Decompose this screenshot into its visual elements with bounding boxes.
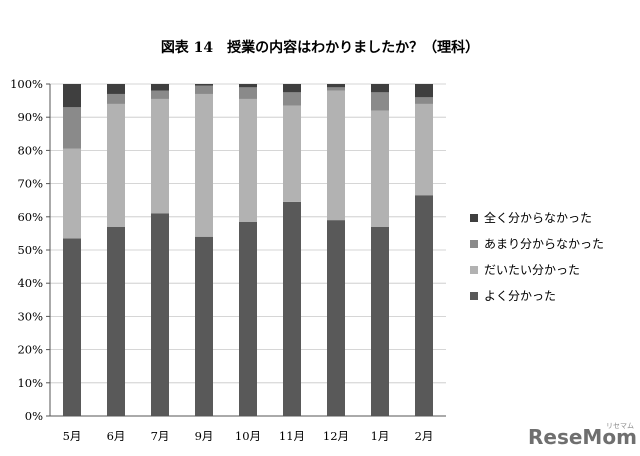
- y-tick-label: 80%: [17, 143, 43, 157]
- y-tick-label: 10%: [17, 376, 43, 390]
- x-tick-label: 5月: [63, 429, 82, 443]
- bar-segment: [63, 107, 81, 149]
- x-tick-label: 2月: [415, 429, 434, 443]
- bar-segment: [107, 103, 125, 227]
- bar-segment: [63, 238, 81, 416]
- y-tick-label: 50%: [17, 243, 43, 257]
- legend-label: だいたい分かった: [484, 263, 580, 277]
- legend-swatch: [470, 214, 478, 222]
- bar-segment: [195, 84, 213, 86]
- bars: [63, 84, 433, 416]
- axes: 0% 10% 20% 30% 40% 50% 60% 70% 80% 90% 100% 5月 6月 7月 9…: [10, 77, 446, 443]
- bar-segment: [283, 92, 301, 106]
- bar-segment: [327, 87, 345, 91]
- legend-label: よく分かった: [484, 289, 556, 303]
- bar-segment: [195, 236, 213, 416]
- bar-segment: [107, 93, 125, 104]
- bar-segment: [415, 103, 433, 196]
- bar-segment: [415, 84, 433, 98]
- bar-segment: [63, 148, 81, 239]
- y-tick-label: 90%: [17, 110, 43, 124]
- y-tick-label: 70%: [17, 177, 43, 191]
- bar-segment: [63, 84, 81, 108]
- bar-segment: [283, 201, 301, 416]
- bar-segment: [371, 92, 389, 111]
- x-tick-label: 10月: [235, 429, 261, 443]
- bar-segment: [415, 195, 433, 416]
- bar-segment: [415, 97, 433, 104]
- bar-segment: [107, 84, 125, 94]
- y-tick-label: 40%: [17, 276, 43, 290]
- bar-segment: [283, 84, 301, 93]
- bar-segment: [195, 93, 213, 237]
- legend-swatch: [470, 292, 478, 300]
- bar-segment: [283, 105, 301, 202]
- bar-segment: [151, 98, 169, 214]
- bar-segment: [151, 84, 169, 91]
- resemom-logo: ReseMom リセマム: [528, 422, 637, 449]
- legend-swatch: [470, 240, 478, 248]
- y-tick-label: 0%: [25, 409, 43, 423]
- bar-segment: [327, 220, 345, 416]
- x-tick-label: 1月: [371, 429, 390, 443]
- y-tick-label: 100%: [10, 77, 43, 91]
- bar-segment: [107, 226, 125, 416]
- bar-segment: [239, 84, 257, 88]
- bar-segment: [151, 213, 169, 416]
- chart-title: 図表 14 授業の内容はわかりましたか？（理科）: [161, 39, 479, 56]
- bar-segment: [151, 90, 169, 99]
- x-tick-label: 7月: [151, 429, 170, 443]
- x-tick-label: 11月: [279, 429, 305, 443]
- bar-segment: [371, 110, 389, 227]
- y-tick-label: 60%: [17, 210, 43, 224]
- legend-label: 全く分からなかった: [484, 210, 592, 225]
- watermark-subtext: リセマム: [606, 422, 634, 430]
- bar-segment: [327, 84, 345, 88]
- bar-segment: [239, 87, 257, 99]
- legend-label: あまり分からなかった: [484, 237, 604, 251]
- x-tick-label: 9月: [195, 429, 214, 443]
- x-tick-label: 6月: [107, 429, 126, 443]
- bar-segment: [239, 98, 257, 222]
- bar-segment: [371, 226, 389, 416]
- bar-segment: [327, 90, 345, 221]
- y-tick-label: 20%: [17, 343, 43, 357]
- bar-segment: [195, 85, 213, 94]
- bar-segment: [371, 84, 389, 93]
- x-tick-label: 12月: [323, 429, 349, 443]
- bar-segment: [239, 221, 257, 416]
- legend-swatch: [470, 266, 478, 274]
- y-tick-label: 30%: [17, 309, 43, 323]
- watermark-text: ReseMom: [528, 425, 637, 449]
